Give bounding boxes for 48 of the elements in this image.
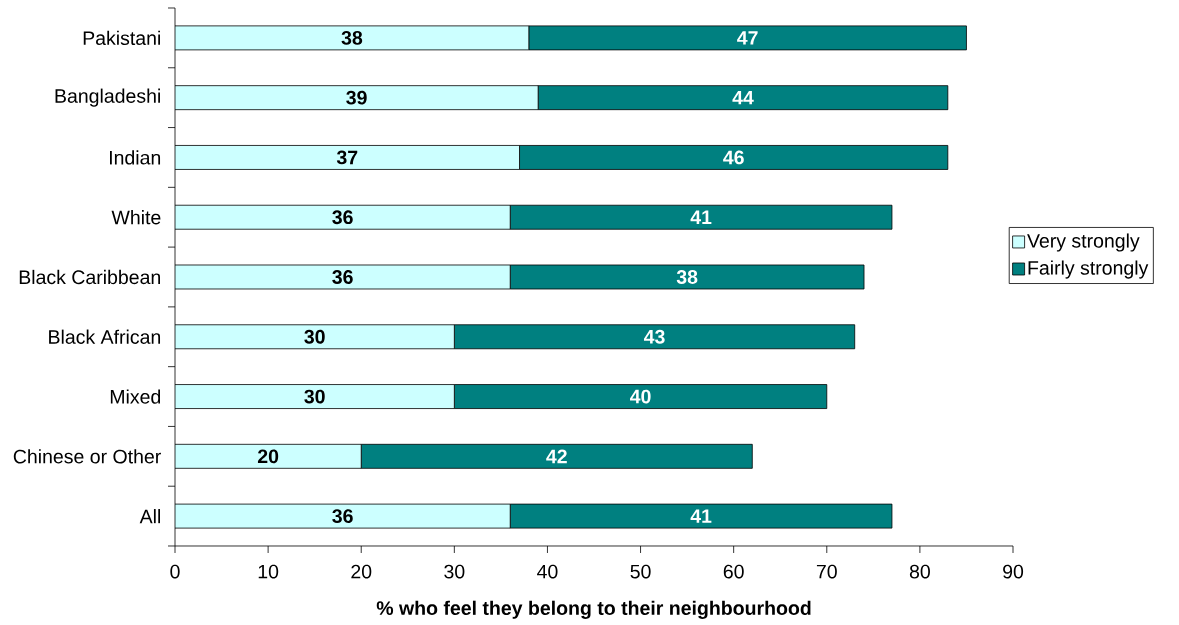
data-label: 36 [332,210,353,224]
bar [175,443,362,469]
data-label: 36 [332,508,353,523]
legend-label: Fairly strongly [1028,260,1149,279]
data-label: 37 [336,150,358,165]
x-tick-label: 50 [630,564,651,579]
data-label: 42 [546,449,567,463]
y-tick-label: Chinese or Other [13,448,161,464]
x-tick-label: 60 [723,564,744,579]
y-tick-label: Pakistani [83,30,160,45]
data-label: 40 [630,389,651,404]
y-tick-label: Black Caribbean [19,269,160,284]
data-label: 20 [257,449,279,464]
bar [175,264,511,290]
data-label: 38 [676,269,698,284]
x-tick-label: 90 [1003,564,1024,579]
y-tick-label: Bangladeshi [55,88,160,107]
x-tick-label: 80 [909,564,930,579]
bar [175,503,511,529]
data-label: 46 [723,150,744,165]
y-tick-label: Black African [49,329,161,344]
data-label: 43 [643,329,665,344]
data-label: 36 [332,269,353,284]
data-label: 30 [304,329,325,344]
x-tick-label: 0 [170,564,180,579]
bar [175,144,520,170]
y-tick-label: White [111,209,161,225]
data-label: 41 [690,509,712,523]
y-tick-label: All [139,508,160,523]
data-label: 47 [737,30,758,45]
x-tick-label: 10 [258,564,279,579]
bar [175,383,455,409]
data-label: 38 [341,30,363,45]
x-tick-label: 70 [816,564,837,579]
legend-label: Very strongly [1027,233,1140,252]
y-tick-label: Mixed [110,389,161,404]
x-tick-label: 30 [444,564,465,579]
bar [175,85,539,110]
bar [175,204,511,230]
bar [175,324,455,349]
x-tick-label: 40 [537,564,558,579]
x-axis-title: % who feel they belong to their neighbourhood [376,600,811,619]
data-label: 30 [304,389,325,404]
data-label: 41 [690,210,712,224]
y-tick-label: Indian [109,150,161,165]
data-label: 39 [346,90,367,105]
data-label: 44 [732,90,754,105]
x-tick-label: 20 [351,564,372,579]
